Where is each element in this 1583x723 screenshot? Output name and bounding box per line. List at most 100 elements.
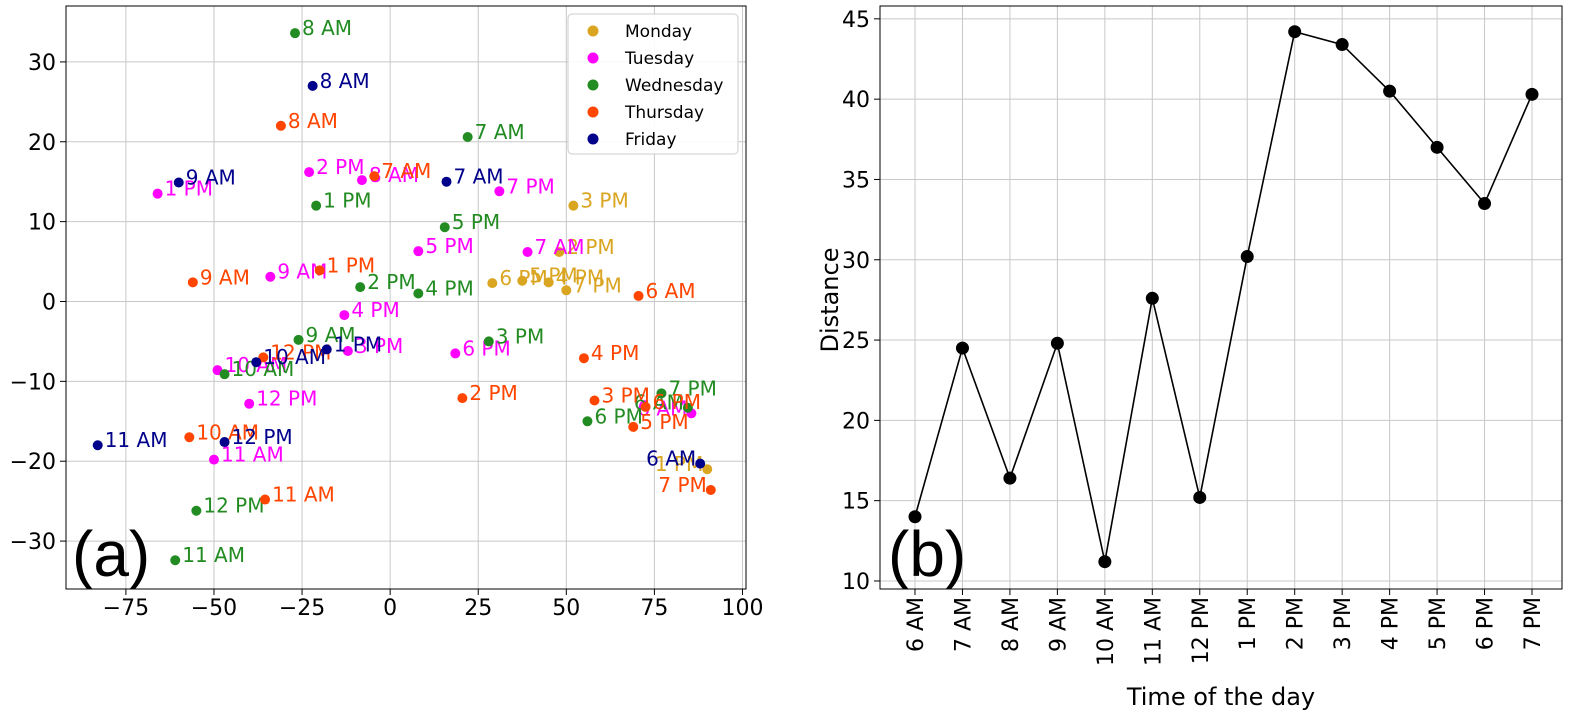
legend-entry: Friday xyxy=(625,130,677,150)
x-tick-label: −50 xyxy=(191,596,237,621)
y-tick-label: 35 xyxy=(842,168,870,193)
x-axis-label: Time of the day xyxy=(1126,683,1315,711)
point-label: 11 AM xyxy=(105,428,168,452)
scatter-point xyxy=(589,395,600,406)
point-label: 3 PM xyxy=(355,334,403,358)
legend-marker xyxy=(587,25,599,37)
scatter-point xyxy=(517,275,528,286)
y-axis-label: Distance xyxy=(816,248,844,353)
line-point xyxy=(955,341,969,355)
scatter-point xyxy=(356,175,367,186)
point-label: 7 AM xyxy=(381,159,431,183)
scatter-point xyxy=(439,222,450,233)
scatter-point xyxy=(568,200,579,211)
y-tick-label: 25 xyxy=(842,329,870,354)
legend-marker xyxy=(587,79,599,91)
legend-marker xyxy=(587,52,599,64)
x-tick-label: 6 PM xyxy=(1474,597,1499,650)
scatter-point xyxy=(251,357,262,368)
y-tick-label: 20 xyxy=(28,131,56,156)
point-label: 12 PM xyxy=(232,425,293,449)
point-label: 2 PM xyxy=(367,270,415,294)
x-tick-label: 11 AM xyxy=(1141,597,1166,666)
point-label: 6 AM xyxy=(646,279,696,303)
point-label: 2 PM xyxy=(469,381,517,405)
line-panel-b: 10 15 20 25 30 35 40 45 6 AM 7 AM 8 AM 9 AM 10 AM 11 … xyxy=(816,5,1563,711)
y-tick-label: 10 xyxy=(28,211,56,236)
line-point xyxy=(1003,471,1017,485)
scatter-point xyxy=(219,369,230,380)
point-label: 1 PM xyxy=(165,177,213,201)
scatter-point xyxy=(369,171,380,182)
x-tick-label: 7 AM xyxy=(951,597,976,652)
point-label: 11 AM xyxy=(182,543,245,567)
point-label: 12 PM xyxy=(270,340,331,364)
point-label: 9 AM xyxy=(186,165,236,189)
x-tick-label: 4 PM xyxy=(1379,597,1404,650)
x-tick-label: 5 PM xyxy=(1426,597,1451,650)
x-tick-label: −25 xyxy=(279,596,325,621)
point-label: 4 PM xyxy=(591,341,639,365)
x-tick-label: 3 PM xyxy=(1331,597,1356,650)
y-tick-label: 10 xyxy=(842,570,870,595)
point-label: 2 PM xyxy=(316,155,364,179)
line-point xyxy=(1478,197,1492,211)
scatter-point xyxy=(682,402,693,413)
scatter-point xyxy=(522,246,533,257)
y-tick-label: 30 xyxy=(28,51,56,76)
point-label: 12 PM xyxy=(203,494,264,518)
point-label: 12 PM xyxy=(256,387,317,411)
point-label: 8 AM xyxy=(302,16,352,40)
x-tick-label: 9 AM xyxy=(1046,597,1071,652)
scatter-point xyxy=(413,246,424,257)
scatter-point xyxy=(184,432,195,443)
y-tick-label: 0 xyxy=(42,290,56,315)
point-label: 7 PM xyxy=(658,473,706,497)
point-label: 7 PM xyxy=(506,174,554,198)
point-label: 4 PM xyxy=(556,265,604,289)
plot-frame xyxy=(65,5,747,590)
point-label: 5 PM xyxy=(452,210,500,234)
scatter-point xyxy=(487,278,498,289)
point-label: 4 PM xyxy=(425,277,473,301)
panel-label: (a) xyxy=(72,518,150,590)
y-tick-label: 20 xyxy=(842,409,870,434)
scatter-point xyxy=(628,421,639,432)
scatter-point xyxy=(578,353,589,364)
scatter-point xyxy=(462,131,473,142)
plot-frame xyxy=(879,5,1563,590)
x-tick-label: 10 AM xyxy=(1094,597,1119,666)
scatter-point xyxy=(450,348,461,359)
scatter-point xyxy=(92,440,103,451)
point-label: 5 PM xyxy=(640,410,688,434)
x-tick-label: 12 PM xyxy=(1189,597,1214,664)
scatter-point xyxy=(705,484,716,495)
point-label: 7 AM xyxy=(475,120,525,144)
point-label: 11 AM xyxy=(221,443,284,467)
scatter-point xyxy=(633,290,644,301)
x-tick-label: 1 PM xyxy=(1236,597,1261,650)
scatter-point xyxy=(656,388,667,399)
distance-line xyxy=(914,30,1533,562)
point-label: 8 AM xyxy=(288,109,338,133)
scatter-point xyxy=(304,167,315,178)
scatter-point xyxy=(311,200,322,211)
point-label: 9 AM xyxy=(306,323,356,347)
point-label: 7 PM xyxy=(668,376,716,400)
x-tick-label: 100 xyxy=(721,596,763,621)
scatter-point xyxy=(561,285,572,296)
line-point xyxy=(1050,336,1064,350)
panel-label: (b) xyxy=(888,518,966,590)
point-label: 1 PM xyxy=(655,452,703,476)
x-tick-label: 75 xyxy=(640,596,668,621)
x-tick-label: −75 xyxy=(103,596,149,621)
scatter-point xyxy=(554,246,565,257)
point-label: 6 AM xyxy=(646,447,696,471)
legend-entry: Monday xyxy=(625,22,692,42)
point-label: 9 AM xyxy=(200,265,250,289)
y-tick-label: 45 xyxy=(842,8,870,33)
scatter-point xyxy=(543,277,554,288)
x-tick-label: 25 xyxy=(464,596,492,621)
point-label: 3 PM xyxy=(496,324,544,348)
y-tick-label: 15 xyxy=(842,490,870,515)
